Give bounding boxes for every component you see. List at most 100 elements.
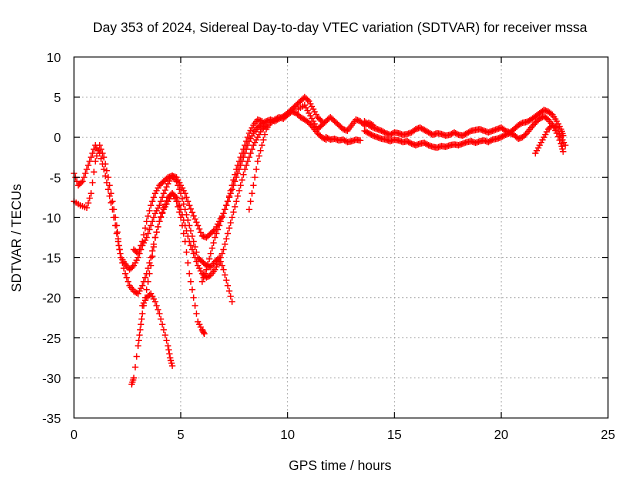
data-point-marker	[176, 202, 183, 209]
data-point-marker	[224, 282, 231, 289]
data-point-marker	[153, 302, 160, 309]
data-point-marker	[156, 202, 163, 209]
data-point-marker	[226, 224, 233, 232]
data-point-marker	[177, 190, 184, 197]
data-point-marker	[109, 206, 116, 213]
data-point-marker	[224, 230, 231, 237]
data-point-marker	[156, 310, 163, 317]
data-point-marker	[231, 178, 239, 185]
data-point-marker	[258, 142, 266, 149]
data-point-marker	[517, 120, 525, 127]
data-point-marker	[85, 199, 92, 207]
data-point-marker	[83, 166, 91, 173]
data-point-marker	[244, 134, 251, 141]
data-point-marker	[221, 271, 229, 279]
data-point-marker	[181, 238, 189, 245]
y-tick-label: 10	[47, 50, 61, 65]
data-point-marker	[149, 247, 156, 255]
data-point-marker	[388, 130, 395, 138]
y-tick-label: 5	[54, 90, 61, 105]
x-tick-label: 10	[280, 427, 294, 442]
data-point-marker	[258, 117, 266, 125]
axis-ticks	[73, 56, 609, 419]
data-point-marker	[100, 166, 108, 173]
data-point-marker	[99, 160, 106, 168]
data-point-marker	[547, 110, 555, 117]
data-point-marker	[173, 178, 180, 185]
x-tick-label: 5	[177, 427, 184, 442]
data-point-marker	[77, 179, 85, 186]
data-point-marker	[151, 234, 159, 241]
data-point-marker	[423, 141, 431, 148]
data-point-marker	[132, 363, 139, 371]
data-point-marker	[553, 124, 560, 131]
data-point-marker	[139, 282, 146, 289]
data-point-marker	[217, 258, 224, 265]
data-point-marker	[488, 137, 495, 144]
x-axis-label: GPS time / hours	[289, 458, 392, 473]
data-point-marker	[228, 182, 236, 189]
data-point-marker	[114, 238, 122, 245]
data-point-marker	[179, 222, 186, 229]
data-point-marker	[223, 277, 230, 284]
data-point-marker	[206, 255, 213, 263]
data-point-marker	[139, 238, 146, 245]
data-point-marker	[187, 205, 194, 213]
series-arc11	[361, 113, 567, 155]
data-point-marker	[213, 230, 220, 237]
data-point-marker	[203, 266, 210, 273]
data-point-marker	[90, 146, 98, 153]
data-point-marker	[104, 174, 112, 181]
data-point-marker	[207, 250, 214, 257]
data-point-marker	[248, 190, 256, 197]
data-point-marker	[218, 214, 226, 221]
data-point-marker	[169, 362, 176, 370]
data-point-marker	[245, 154, 253, 161]
data-point-marker	[233, 166, 240, 173]
data-point-marker	[186, 222, 193, 229]
data-point-marker	[218, 250, 226, 257]
data-point-marker	[197, 229, 204, 236]
data-point-marker	[87, 154, 95, 161]
data-point-marker	[119, 259, 126, 267]
data-point-marker	[247, 198, 254, 205]
data-point-marker	[341, 137, 348, 144]
data-point-marker	[113, 230, 120, 237]
data-point-marker	[233, 198, 240, 205]
data-point-marker	[238, 176, 246, 184]
data-point-marker	[193, 249, 200, 256]
data-point-marker	[161, 201, 169, 208]
data-point-marker	[124, 278, 132, 285]
data-point-marker	[184, 216, 192, 224]
data-point-marker	[201, 270, 209, 277]
data-point-marker	[237, 154, 244, 161]
data-point-marker	[134, 250, 142, 257]
data-point-marker	[144, 230, 152, 237]
data-point-marker	[221, 206, 229, 213]
data-point-marker	[163, 337, 170, 344]
data-point-marker	[216, 222, 223, 229]
data-points	[70, 93, 569, 388]
data-point-marker	[261, 131, 269, 138]
data-point-marker	[136, 331, 143, 339]
data-point-marker	[224, 198, 231, 205]
data-point-marker	[150, 243, 157, 251]
data-point-marker	[244, 158, 251, 165]
data-point-marker	[117, 250, 124, 257]
data-point-marker	[149, 218, 156, 225]
series-arc7	[245, 108, 330, 213]
series-arc5	[130, 172, 236, 305]
data-point-marker	[147, 222, 155, 229]
data-point-marker	[200, 274, 207, 281]
data-point-marker	[86, 158, 93, 165]
data-point-marker	[147, 202, 155, 209]
y-tick-labels: 10 5 0 -5 -10 -15 -20 -25 -30 -35	[42, 50, 61, 426]
data-point-marker	[115, 242, 123, 249]
data-point-marker	[176, 186, 183, 193]
x-tick-labels: 0 5 10 15 20 25	[70, 427, 615, 442]
data-point-marker	[187, 278, 194, 285]
data-point-marker	[190, 238, 197, 245]
data-point-marker	[184, 259, 192, 267]
data-point-marker	[86, 194, 93, 202]
data-point-marker	[160, 326, 167, 333]
